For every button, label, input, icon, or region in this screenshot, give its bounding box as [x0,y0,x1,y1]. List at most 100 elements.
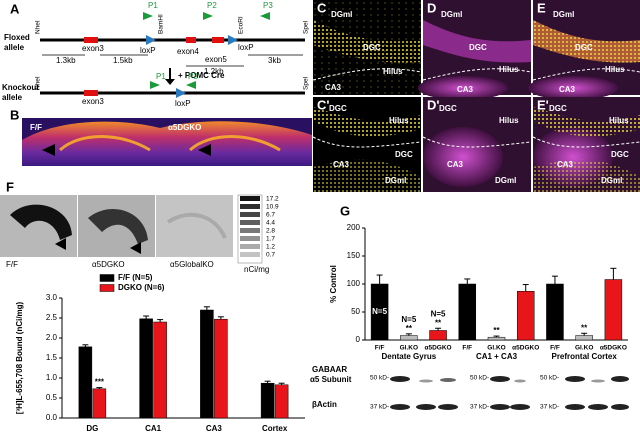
x-tick-label: Gl.KO [400,345,418,352]
y-tick-label: 1.0 [46,373,58,382]
panel-g-blots-g-ellipse [419,379,433,383]
bar [458,283,477,341]
label: F [6,179,14,194]
micrograph-e-prime-path [532,136,640,148]
panel-b: B F/F α5DGKO [10,107,312,166]
label: allele [4,43,25,52]
scale-label: 1.2 [266,244,275,251]
label: loxP [238,43,254,52]
panel-b-path [188,135,281,152]
label: P3 [188,72,198,81]
x-tick-label: CA1 [145,424,162,433]
label: loxP [140,46,156,55]
significance: *** [95,378,105,387]
panel-b-path [58,135,151,152]
scale-swatch [240,220,260,225]
label: 50 kD- [470,375,489,382]
label: 1.5kb [113,56,133,65]
micrograph-e-prime-path [533,159,640,192]
x-tick-label: F/F [375,345,385,352]
y-tick-label: 0.5 [46,393,58,402]
scale-swatch [240,204,260,209]
label: D [427,0,436,15]
legend-swatch [99,284,115,292]
micrograph-e-path [532,68,640,81]
label: DGC [469,43,487,52]
micrograph-d: D DGml DGC Hilus CA3 [418,0,532,100]
significance: ** [493,326,500,335]
panel-g-blots-g-ellipse [565,376,585,382]
label: exon5 [205,55,227,64]
bar [575,335,593,341]
panel-g-blots-g-ellipse [611,404,629,410]
label: nCi/mg [244,265,269,274]
micrograph-d-prime-ellipse [423,127,503,187]
label: Hilus [605,65,625,74]
label: 37 kD- [470,404,489,411]
panel-f-images-path [130,242,141,254]
label: 1.2kb [204,67,224,76]
x-tick-label: α5DGKO [424,345,451,352]
label: α5DGKO [92,260,125,269]
panel-a-rect [84,90,98,96]
label: 1.3kb [56,56,76,65]
group-label: Dentate Gyrus [381,352,436,361]
y-axis-label: % Control [329,265,338,303]
panel-b-path [160,121,312,166]
panel-f-images-rect [156,195,233,257]
label: 50 kD- [540,375,559,382]
label: SpeI [303,76,310,90]
scale-label: 1.7 [266,236,275,243]
bar [487,336,506,341]
label: C' [317,97,329,112]
panel-f-images-path [10,204,72,240]
legend-label: F/F (N=5) [118,273,153,282]
label: DGC [575,43,593,52]
panel-g-blots-g-ellipse [390,404,410,410]
x-tick-label: Gl.KO [575,345,593,352]
label: GABAAR [312,365,347,374]
panel-f-images: F F/F α5DGKO α5GlobalKO 17.210.96.74.42.… [0,179,279,274]
label: DGml [385,176,406,185]
scale-label: 10.9 [266,204,279,211]
label: CA3 [325,83,342,92]
y-tick-label: 50 [351,307,360,316]
label: C [317,0,327,15]
label: CA3 [557,160,574,169]
panel-f-images-path [166,212,227,239]
significance: ** [581,323,588,332]
panel-g-blots-g-ellipse [416,404,436,410]
label: P2 [207,1,217,10]
scale-swatch [240,212,260,217]
label: BamHI [158,14,165,34]
micrograph-d-prime-path [422,136,532,148]
label: P3 [263,1,273,10]
group-label: Prefrontal Cortex [551,352,617,361]
panel-f-images-path [55,238,66,250]
x-tick-label: α5DGKO [512,345,539,352]
micrograph-d-prime: D' DGC Hilus CA3 DGml [422,97,532,192]
y-axis-label: [³H]L-655,708 Bound (nCi/mg) [15,301,24,414]
micrograph-d-path [423,20,531,63]
label: E' [537,97,549,112]
label: α5 Subunit [310,375,352,384]
label: DGml [495,176,516,185]
label: NheI [35,20,42,34]
bar [92,388,107,419]
label: SpeI [303,20,310,34]
panel-a-path [150,81,160,89]
panel-a-g [42,54,303,67]
scale-swatch [240,244,260,249]
bar [260,382,275,419]
panel-a-path [186,81,196,89]
micrograph-c-prime: C' DGC Hilus DGC CA3 DGml [312,97,422,192]
label: NheI [35,76,42,90]
panel-b-path [22,121,160,166]
panel-g-blots-g-ellipse [440,378,456,382]
y-tick-label: 2.0 [46,333,58,342]
panel-a-path [260,12,270,20]
panel-a-path [176,88,186,98]
bar [546,283,564,341]
label: B [10,107,19,122]
